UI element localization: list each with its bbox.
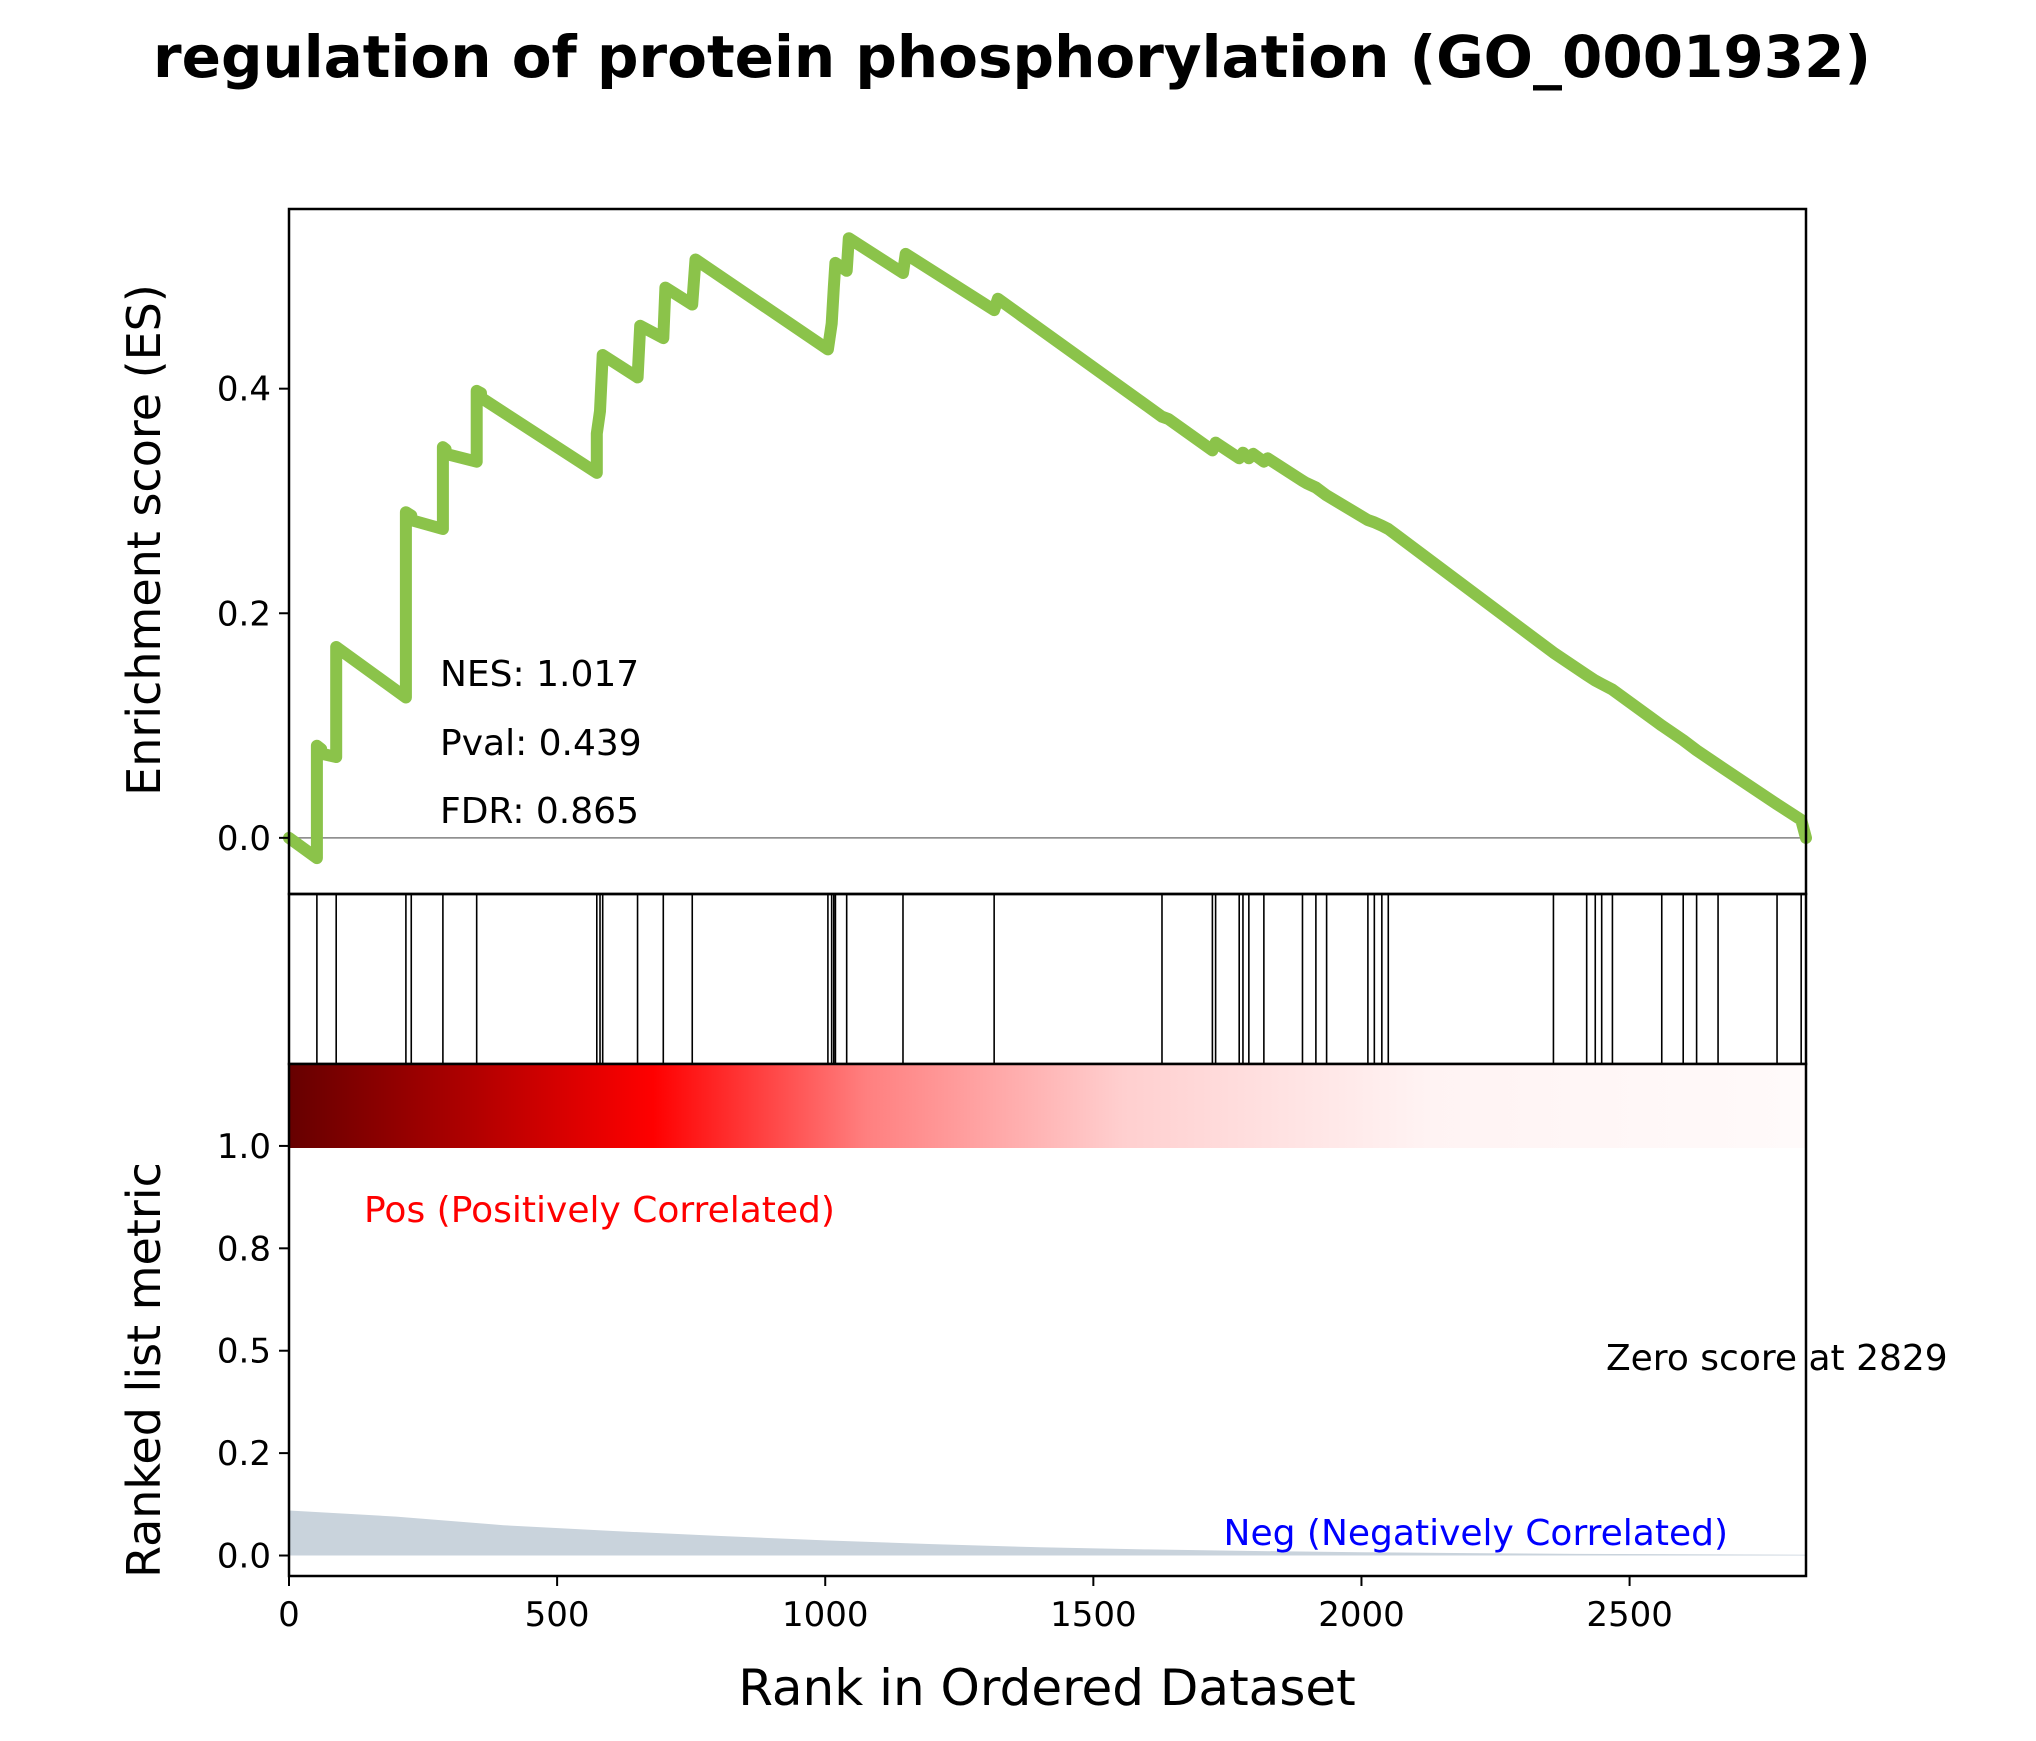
x-tick-label: 2000 <box>1318 1595 1405 1635</box>
es-series-line <box>283 232 1812 865</box>
es-y-tick-label: 0.2 <box>217 594 271 634</box>
es-y-axis-label: Enrichment score (ES) <box>117 284 171 796</box>
hit-lines <box>316 894 1802 1064</box>
metric-y-axis-label: Ranked list metric <box>117 1162 171 1578</box>
metric-panel-frame <box>287 1062 1808 1578</box>
zero-score-label: Zero score at 2829 <box>1606 1338 1948 1379</box>
x-tick-label: 0 <box>278 1595 300 1635</box>
ranked-metric-area <box>289 1510 1806 1556</box>
chart-title: regulation of protein phosphorylation (G… <box>153 23 1871 91</box>
es-y-ticks: 0.0 0.2 0.4 <box>217 370 289 859</box>
metric-y-tick-label: 0.5 <box>217 1332 271 1372</box>
x-tick-label: 2500 <box>1586 1595 1673 1635</box>
metric-y-tick-label: 0.8 <box>217 1229 271 1269</box>
metric-y-tick-label: 0.0 <box>217 1537 271 1577</box>
fdr-stat: FDR: 0.865 <box>440 791 639 832</box>
es-panel: 0.0 0.2 0.4 NES: 1.017 Pval: 0.439 FDR: 0.… <box>117 207 1812 896</box>
metric-y-ticks: 0.0 0.2 0.5 0.8 1.0 <box>217 1127 289 1577</box>
rank-color-bar <box>289 1064 1806 1148</box>
x-tick-label: 1500 <box>1050 1595 1137 1635</box>
neg-correlated-label: Neg (Negatively Correlated) <box>1224 1513 1728 1554</box>
x-tick-label: 1000 <box>782 1595 869 1635</box>
pval-stat: Pval: 0.439 <box>440 723 642 764</box>
x-axis-label: Rank in Ordered Dataset <box>738 1659 1355 1717</box>
metric-x-ticks: 0 500 1000 1500 2000 2500 <box>278 1576 1673 1635</box>
metric-y-tick-label: 0.2 <box>217 1434 271 1474</box>
metric-y-tick-label: 1.0 <box>217 1127 271 1167</box>
pos-correlated-label: Pos (Positively Correlated) <box>364 1190 835 1231</box>
x-tick-label: 500 <box>525 1595 590 1635</box>
es-y-tick-label: 0.0 <box>217 819 271 859</box>
hits-panel <box>287 892 1808 1066</box>
nes-stat: NES: 1.017 <box>440 654 639 695</box>
metric-panel: 0.0 0.2 0.5 0.8 1.0 0 500 1000 1500 2000 2500 Pos… <box>117 1062 1948 1717</box>
hits-panel-frame <box>287 892 1808 1066</box>
es-y-tick-label: 0.4 <box>217 370 271 410</box>
